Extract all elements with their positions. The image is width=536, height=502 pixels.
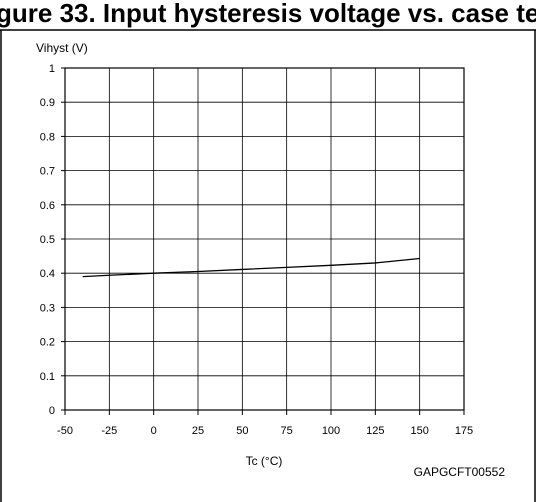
x-tick-label: -50 [57, 425, 73, 437]
y-tick-label: 0 [49, 405, 55, 417]
x-tick-label: 125 [366, 425, 384, 437]
x-tick-label: -25 [101, 425, 117, 437]
x-tick-label: 50 [236, 425, 248, 437]
tick-label-layer: -50 -25 0 25 50 75 100 125 150 175 0 0.1 0.2 0.3 0.4 0.… [40, 63, 473, 437]
y-tick-label: 1 [49, 63, 55, 75]
grid-layer [65, 68, 464, 410]
y-axis-label: Vihyst (V) [36, 41, 88, 55]
x-axis-label: Tc (°C) [246, 454, 283, 468]
series-layer [82, 257, 420, 278]
x-tick-label: 100 [322, 425, 340, 437]
figure-code-label: GAPGCFT00552 [414, 465, 506, 479]
x-tick-label: 150 [410, 425, 428, 437]
y-tick-label: 0.4 [40, 268, 55, 280]
y-tick-label: 0.3 [40, 302, 55, 314]
y-tick-label: 0.2 [40, 337, 55, 349]
y-tick-label: 0.9 [40, 97, 55, 109]
y-tick-label: 0.8 [40, 131, 55, 143]
x-tick-label: 175 [455, 425, 473, 437]
x-tick-label: 75 [281, 425, 293, 437]
chart-heading: gure 33. Input hysteresis voltage vs. ca… [0, 0, 536, 28]
y-tick-label: 0.1 [40, 371, 55, 383]
y-tick-label: 0.6 [40, 200, 55, 212]
axis-layer [61, 67, 465, 415]
x-tick-label: 25 [192, 425, 204, 437]
x-tick-label: 0 [151, 425, 157, 437]
y-tick-label: 0.5 [40, 234, 55, 246]
series-line-hysteresis [82, 257, 420, 278]
y-tick-label: 0.7 [40, 166, 55, 178]
